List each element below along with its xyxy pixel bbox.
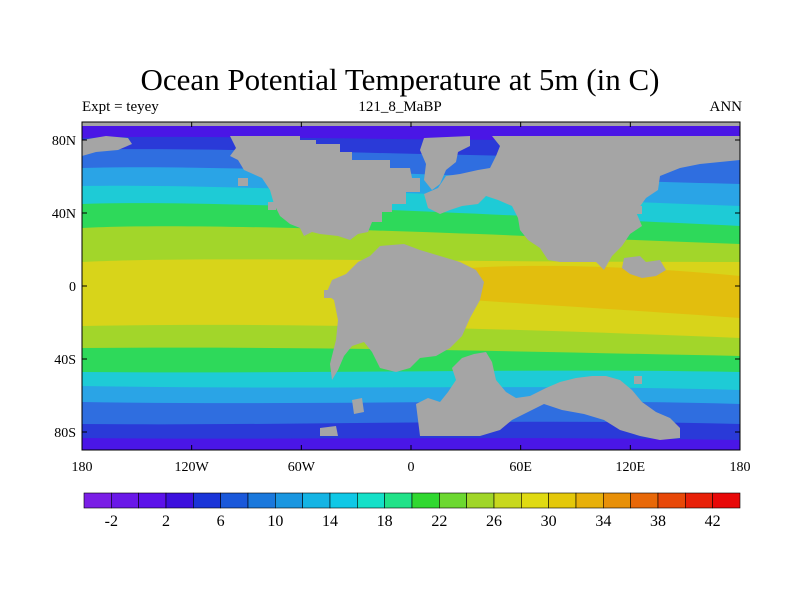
land-antarctica <box>416 352 680 440</box>
colorbar-swatch <box>247 492 276 509</box>
land-island <box>268 202 276 210</box>
colorbar-swatch <box>603 492 631 509</box>
land-island <box>634 376 642 384</box>
land-africa <box>326 244 484 380</box>
colorbar-label: 30 <box>541 513 557 530</box>
colorbar-swatch <box>329 492 358 509</box>
lon-tick-label: 0 <box>408 460 415 475</box>
colorbar-swatch <box>83 492 112 509</box>
colorbar-swatch <box>466 492 495 509</box>
land-alaska <box>82 136 132 156</box>
season-label: ANN <box>709 99 743 115</box>
experiment-label: Expt = teyey <box>82 99 159 115</box>
lon-tick-label: 180 <box>730 460 751 475</box>
colorbar-label: -2 <box>105 513 118 530</box>
colorbar-label: 14 <box>322 513 338 530</box>
colorbar-swatch <box>302 492 331 509</box>
colorbar-label: 34 <box>595 513 611 530</box>
colorbar-label: 42 <box>705 513 721 530</box>
lat-tick-label: 40S <box>54 353 76 368</box>
colorbar-label: 22 <box>431 513 447 530</box>
colorbar: -2 2 6 10 14 18 22 26 30 34 38 42 <box>83 492 741 530</box>
land-island <box>500 156 508 164</box>
colorbar-label: 18 <box>377 513 393 530</box>
lon-tick-label: 60W <box>288 460 316 475</box>
continents <box>82 122 740 440</box>
colorbar-swatch <box>220 492 249 509</box>
lat-tick-label: 40N <box>52 207 76 222</box>
land-island <box>324 290 332 298</box>
land-asia-islands <box>622 256 666 278</box>
latitude-axis: 80N 40N 0 40S 80S <box>52 134 740 441</box>
colorbar-swatch <box>384 492 413 509</box>
colorbar-label: 10 <box>267 513 283 530</box>
land-eurasia <box>424 136 740 270</box>
land-island <box>238 178 248 186</box>
colorbar-swatch <box>275 492 303 509</box>
colorbar-swatch <box>712 492 741 509</box>
colorbar-swatch <box>657 492 686 509</box>
colorbar-swatch <box>165 492 194 509</box>
colorbar-swatch <box>138 492 167 509</box>
lon-tick-label: 120E <box>616 460 646 475</box>
colorbar-swatch <box>193 492 221 509</box>
lon-tick-label: 180 <box>72 460 93 475</box>
colorbar-swatch <box>630 492 659 509</box>
colorbar-swatch <box>575 492 604 509</box>
land-island <box>634 206 642 214</box>
lat-tick-label: 80N <box>52 134 76 149</box>
plot-title: Ocean Potential Temperature at 5m (in C) <box>140 62 660 97</box>
colorbar-swatch <box>439 492 467 509</box>
colorbar-swatch <box>411 492 440 509</box>
period-label: 121_8_MaBP <box>358 99 442 115</box>
lat-tick-label: 0 <box>69 280 76 295</box>
band-hottest <box>470 265 740 318</box>
colorbar-swatch <box>493 492 522 509</box>
colorbar-label: 26 <box>486 513 502 530</box>
lon-tick-label: 60E <box>509 460 532 475</box>
colorbar-label: 38 <box>650 513 666 530</box>
colorbar-swatch <box>357 492 385 509</box>
colorbar-label: 6 <box>217 513 225 530</box>
land-islands-south <box>320 398 364 436</box>
colorbar-swatch <box>521 492 549 509</box>
lon-tick-label: 120W <box>175 460 210 475</box>
colorbar-swatch <box>111 492 139 509</box>
lat-tick-label: 80S <box>54 426 76 441</box>
colorbar-swatch <box>685 492 713 509</box>
longitude-axis: 180 120W 60W 0 60E 120E 180 <box>72 122 751 475</box>
land-north-america <box>230 136 420 240</box>
colorbar-swatch <box>548 492 577 509</box>
land-nordic <box>420 136 470 190</box>
colorbar-label: 2 <box>162 513 170 530</box>
